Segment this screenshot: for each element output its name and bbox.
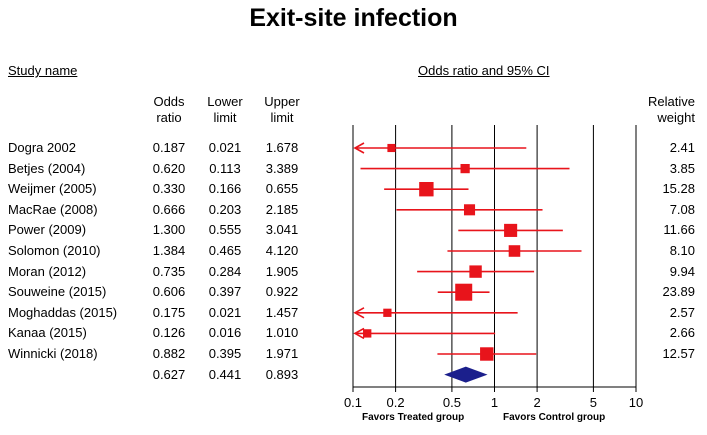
effect-size-square	[480, 347, 494, 361]
pooled-lower-limit: 0.441	[208, 366, 242, 382]
x-tick-label: 2	[533, 395, 540, 410]
relative-weight-value: 3.85	[669, 160, 695, 176]
relative-weight-header-line-1: Relative	[648, 94, 695, 109]
odds-ratio-header: Odds ratio	[142, 94, 196, 126]
lower-limit-header-line-1: Lower	[207, 94, 243, 109]
effect-size-square	[504, 223, 518, 237]
effect-size-square	[463, 204, 476, 216]
lower-limit-value: 0.113	[209, 160, 241, 176]
lower-limit-value: 0.555	[208, 222, 242, 238]
relative-weight-header-line-2: weight	[657, 110, 695, 125]
relative-weight-value: 7.08	[669, 201, 695, 217]
odds-ratio-value: 0.882	[152, 346, 186, 361]
lower-limit-value: 0.016	[208, 325, 242, 341]
odds-ratio-value: 0.175	[152, 304, 186, 320]
relative-weight-value: 8.10	[669, 243, 695, 258]
study-name: Solomon (2010)	[8, 243, 101, 258]
odds-ratio-value: 0.620	[152, 160, 186, 176]
favors-treated-label: Favors Treated group	[362, 412, 465, 423]
upper-limit-header-line-1: Upper	[264, 94, 300, 109]
relative-weight-value: 2.57	[669, 304, 695, 320]
relative-weight-value: 11.66	[663, 222, 695, 238]
pooled-upper-limit: 0.893	[265, 366, 299, 382]
study-name: Betjes (2004)	[8, 160, 86, 176]
relative-weight-value: 9.94	[669, 263, 695, 279]
relative-weight-value: 2.66	[669, 325, 695, 341]
odds-ratio-value: 0.126	[152, 325, 186, 341]
relative-weight-value: 2.41	[669, 140, 695, 155]
effect-size-square	[460, 163, 470, 174]
study-name: MacRae (2008)	[8, 201, 98, 217]
upper-limit-value: 0.922	[265, 284, 299, 300]
upper-limit-value: 3.389	[265, 160, 299, 176]
ci-truncation-arrow	[353, 307, 365, 319]
odds-ratio-value: 0.330	[152, 181, 186, 197]
odds-ratio-value: 0.606	[152, 284, 186, 300]
lower-limit-value: 0.203	[208, 201, 242, 217]
effect-size-square	[419, 182, 434, 197]
upper-limit-value: 1.905	[265, 263, 299, 279]
lower-limit-value: 0.021	[208, 304, 242, 320]
upper-limit-value: 1.010	[265, 325, 299, 341]
study-name: Souweine (2015)	[8, 284, 107, 300]
study-name: Winnicki (2018)	[8, 346, 98, 361]
odds-ratio-value: 1.300	[152, 222, 186, 238]
odds-ratio-value: 0.735	[152, 263, 186, 279]
ci-truncation-arrow	[353, 327, 365, 340]
lower-limit-value: 0.284	[208, 263, 242, 279]
lower-limit-value: 0.397	[208, 284, 242, 300]
upper-limit-value: 2.185	[265, 201, 299, 217]
x-tick-label: 0.5	[443, 395, 461, 410]
effect-size-square	[455, 283, 473, 301]
x-tick-label: 5	[590, 395, 597, 410]
relative-weight-value: 15.28	[662, 181, 695, 197]
effect-size-square	[363, 329, 372, 338]
lower-limit-value: 0.021	[208, 140, 242, 155]
study-name: Moghaddas (2015)	[8, 304, 118, 320]
odds-ratio-value: 0.666	[152, 201, 186, 217]
upper-limit-value: 0.655	[265, 181, 299, 197]
study-name: Dogra 2002	[8, 140, 76, 155]
favors-control-label: Favors Control group	[503, 412, 606, 423]
study-name: Moran (2012)	[8, 263, 87, 279]
odds-ratio-header-line-2: ratio	[156, 110, 182, 125]
upper-limit-value: 1.678	[265, 140, 299, 155]
odds-ratio-value: 1.384	[152, 243, 186, 258]
effect-size-square	[387, 143, 396, 153]
upper-limit-value: 3.041	[265, 222, 299, 238]
effect-size-square	[469, 265, 482, 278]
upper-limit-header-line-2: limit	[270, 110, 294, 125]
chart-title: Exit-site infection	[249, 4, 458, 32]
study-name-header: Study name	[8, 63, 78, 78]
x-tick-label: 1	[491, 395, 498, 410]
relative-weight-value: 23.89	[662, 284, 695, 300]
x-tick-label: 0.1	[344, 395, 362, 410]
upper-limit-value: 4.120	[265, 243, 299, 258]
lower-limit-value: 0.395	[208, 346, 242, 361]
upper-limit-value: 1.457	[265, 304, 299, 320]
study-name: Kanaa (2015)	[8, 325, 87, 341]
x-tick-label: 10	[629, 395, 643, 410]
lower-limit-value: 0.465	[208, 243, 242, 258]
lower-limit-value: 0.166	[208, 181, 242, 197]
pooled-effect-diamond	[444, 366, 488, 383]
effect-size-square	[383, 308, 392, 317]
upper-limit-header: Upper limit	[254, 94, 310, 126]
ci-truncation-arrow	[353, 142, 365, 154]
upper-limit-value: 1.971	[265, 346, 299, 361]
lower-limit-header-line-2: limit	[213, 110, 237, 125]
study-name: Weijmer (2005)	[8, 181, 97, 197]
study-name: Power (2009)	[8, 222, 87, 238]
plot-header: Odds ratio and 95% CI	[418, 63, 550, 78]
effect-size-square	[508, 245, 521, 257]
lower-limit-header: Lower limit	[198, 94, 252, 126]
pooled-odds-ratio: 0.627	[152, 366, 186, 382]
relative-weight-value: 12.57	[662, 346, 695, 361]
odds-ratio-value: 0.187	[152, 140, 186, 155]
relative-weight-header: Relative weight	[610, 94, 695, 126]
x-tick-label: 0.2	[387, 395, 405, 410]
odds-ratio-header-line-1: Odds	[153, 94, 185, 109]
